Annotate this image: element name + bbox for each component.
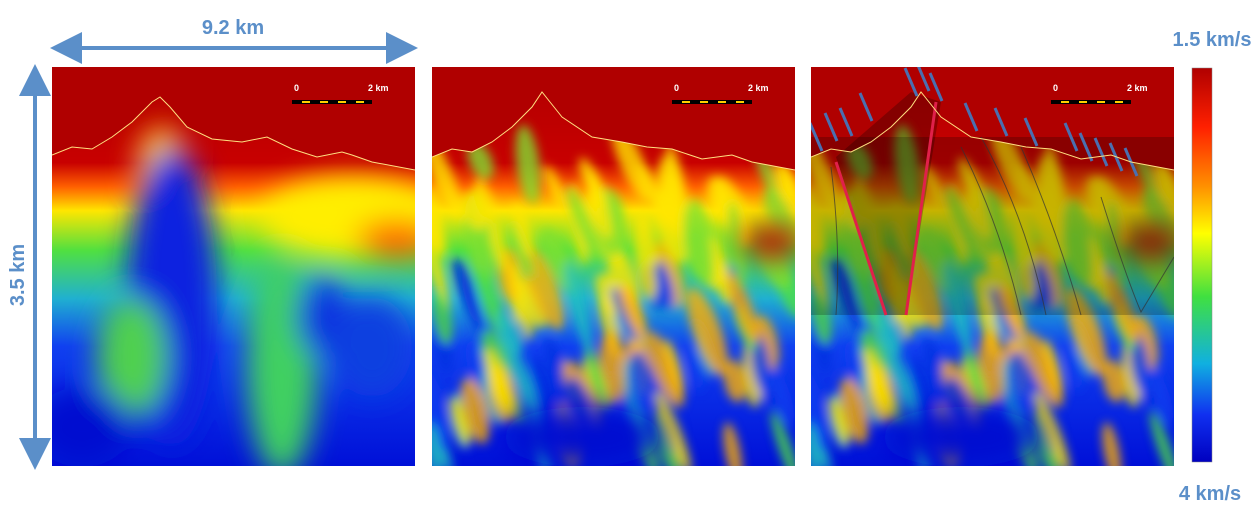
- scale-bar: [1097, 101, 1105, 103]
- velocity-panel: [411, 67, 811, 495]
- scale-bar-end: 2 km: [368, 83, 389, 93]
- scale-bar: [320, 101, 328, 103]
- scale-bar: [356, 101, 364, 103]
- scale-bar: [302, 101, 310, 103]
- colorbar-bottom-label: 4 km/s: [1179, 483, 1241, 505]
- scale-bar: [718, 101, 726, 103]
- scale-bar: [700, 101, 708, 103]
- scale-bar-end: 2 km: [1127, 83, 1148, 93]
- depth-label: 3.5 km: [7, 244, 29, 306]
- scale-bar: [736, 101, 744, 103]
- width-label: 9.2 km: [202, 17, 264, 39]
- scale-bar: [1079, 101, 1087, 103]
- scale-bar: [338, 101, 346, 103]
- velocity-panel: [32, 67, 442, 477]
- scale-bar-start: 0: [1053, 83, 1058, 93]
- scale-bar: [682, 101, 690, 103]
- velocity-panel: [790, 63, 1190, 495]
- scale-bar-start: 0: [674, 83, 679, 93]
- scale-bar-start: 0: [294, 83, 299, 93]
- colorbar-top-label: 1.5 km/s: [1173, 29, 1252, 51]
- scale-bar: [1061, 101, 1069, 103]
- colorbar: [1192, 68, 1212, 462]
- scale-bar: [1115, 101, 1123, 103]
- scale-bar-end: 2 km: [748, 83, 769, 93]
- figure: 9.2 km 3.5 km: [0, 0, 1252, 510]
